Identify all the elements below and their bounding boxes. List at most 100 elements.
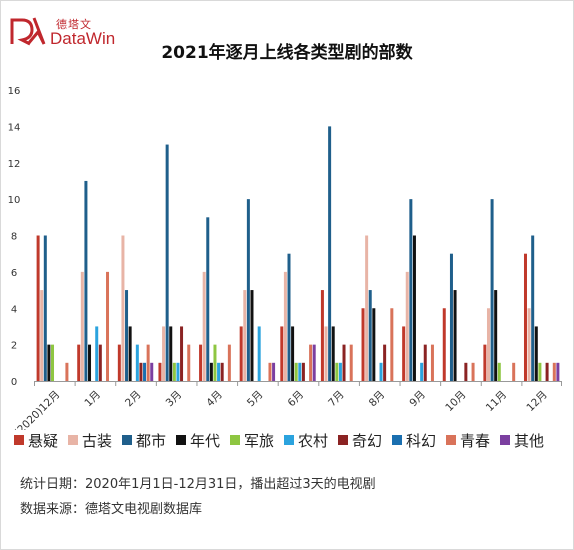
bar-军旅 xyxy=(51,344,55,382)
bar-农村 xyxy=(217,362,221,381)
x-tick-label: 10月 xyxy=(443,389,468,414)
bar-年代 xyxy=(534,326,538,381)
bar-奇幻 xyxy=(342,344,346,382)
x-tick-label: 6月 xyxy=(285,389,306,410)
legend-swatch xyxy=(284,435,294,445)
x-tick-label: 5月 xyxy=(245,389,266,410)
bar-古装 xyxy=(121,235,125,381)
bar-古装 xyxy=(365,235,369,381)
legend-swatch xyxy=(14,435,24,445)
x-tick-label: 1月 xyxy=(82,389,103,410)
legend-item: 青春 xyxy=(446,428,490,452)
bar-都市 xyxy=(328,126,332,382)
legend-label: 军旅 xyxy=(244,431,275,450)
legend-swatch xyxy=(392,435,402,445)
bar-悬疑 xyxy=(117,344,121,382)
x-tick-label: 9月 xyxy=(407,389,428,410)
y-tick-label: 8 xyxy=(11,232,17,243)
bar-其他 xyxy=(312,344,316,382)
bar-其他 xyxy=(272,362,276,381)
bar-古装 xyxy=(486,308,490,381)
bar-青春 xyxy=(390,308,394,381)
bar-都市 xyxy=(490,199,494,382)
legend-item: 农村 xyxy=(284,428,328,452)
bar-都市 xyxy=(287,253,291,381)
legend-item: 军旅 xyxy=(230,428,274,452)
legend-swatch xyxy=(500,435,510,445)
bar-青春 xyxy=(146,344,150,382)
bar-都市 xyxy=(165,144,169,381)
bar-都市 xyxy=(368,290,372,381)
bar-奇幻 xyxy=(301,362,305,381)
bar-悬疑 xyxy=(361,308,365,381)
legend-swatch xyxy=(446,435,456,445)
bar-都市 xyxy=(246,199,250,382)
legend-item: 都市 xyxy=(122,428,166,452)
y-tick-label: 16 xyxy=(8,86,21,97)
bar-奇幻 xyxy=(423,344,427,382)
bar-青春 xyxy=(512,362,516,381)
bar-年代 xyxy=(250,290,254,381)
x-tick-label: 3月 xyxy=(164,389,185,410)
bar-古装 xyxy=(283,271,287,382)
x-tick-label: 4月 xyxy=(204,389,225,410)
bar-青春 xyxy=(227,344,231,382)
bar-悬疑 xyxy=(280,326,284,381)
legend-label: 悬疑 xyxy=(28,431,59,450)
bar-年代 xyxy=(291,326,295,381)
bar-青春 xyxy=(106,271,110,382)
bar-农村 xyxy=(379,362,383,381)
bar-农村 xyxy=(135,344,139,382)
bar-年代 xyxy=(372,308,376,381)
stat-date-note: 统计日期：2020年1月1日-12月31日，播出超过3天的电视剧 xyxy=(20,477,376,492)
bar-都市 xyxy=(43,235,47,381)
bar-军旅 xyxy=(335,362,339,381)
bar-奇幻 xyxy=(220,362,224,381)
bar-古装 xyxy=(202,271,206,382)
bar-青春 xyxy=(187,344,191,382)
bar-都市 xyxy=(409,199,413,382)
legend-swatch xyxy=(68,435,78,445)
x-tick-label: (2020)12月 xyxy=(12,389,62,430)
bar-古装 xyxy=(527,308,531,381)
bar-古装 xyxy=(162,326,166,381)
bar-悬疑 xyxy=(523,253,527,381)
bar-军旅 xyxy=(172,362,176,381)
bar-年代 xyxy=(47,344,51,382)
y-tick-label: 14 xyxy=(8,122,21,133)
bar-农村 xyxy=(420,362,424,381)
bar-古装 xyxy=(80,271,84,382)
x-tick-label: 7月 xyxy=(326,389,347,410)
bar-军旅 xyxy=(497,362,501,381)
bar-其他 xyxy=(150,362,154,381)
bar-悬疑 xyxy=(320,290,324,381)
legend-label: 其他 xyxy=(514,431,545,450)
y-tick-label: 0 xyxy=(11,377,17,388)
bar-奇幻 xyxy=(464,362,468,381)
bar-农村 xyxy=(257,326,261,381)
bar-奇幻 xyxy=(98,344,102,382)
legend-label: 农村 xyxy=(298,431,329,450)
legend-label: 年代 xyxy=(190,431,221,450)
bar-古装 xyxy=(324,326,328,381)
bar-悬疑 xyxy=(483,344,487,382)
legend-item: 悬疑 xyxy=(14,428,58,452)
bar-年代 xyxy=(169,326,173,381)
x-tick-label: 2月 xyxy=(123,389,144,410)
bar-农村 xyxy=(176,362,180,381)
bar-农村 xyxy=(95,326,99,381)
y-tick-label: 12 xyxy=(8,159,21,170)
legend-item: 年代 xyxy=(176,428,220,452)
bar-奇幻 xyxy=(545,362,549,381)
bar-悬疑 xyxy=(77,344,81,382)
legend-label: 青春 xyxy=(460,431,491,450)
chart-legend: 悬疑 古装 都市 年代 军旅 农村 奇幻 科幻 青春 其他 xyxy=(14,428,574,452)
data-source-note: 数据来源：德塔文电视剧数据库 xyxy=(20,502,203,517)
legend-label: 科幻 xyxy=(406,431,437,450)
bar-悬疑 xyxy=(158,362,162,381)
bar-农村 xyxy=(298,362,302,381)
bar-其他 xyxy=(556,362,560,381)
bar-chart: 0 2 4 6 8 10 12 14 16 (2020)12月 1月 2月 3月 4月 5月 6月 7月 8月 9月… xyxy=(8,86,562,430)
x-tick-label: 12月 xyxy=(524,389,549,414)
chart-title: 2021年逐月上线各类型剧的部数 xyxy=(161,43,413,63)
